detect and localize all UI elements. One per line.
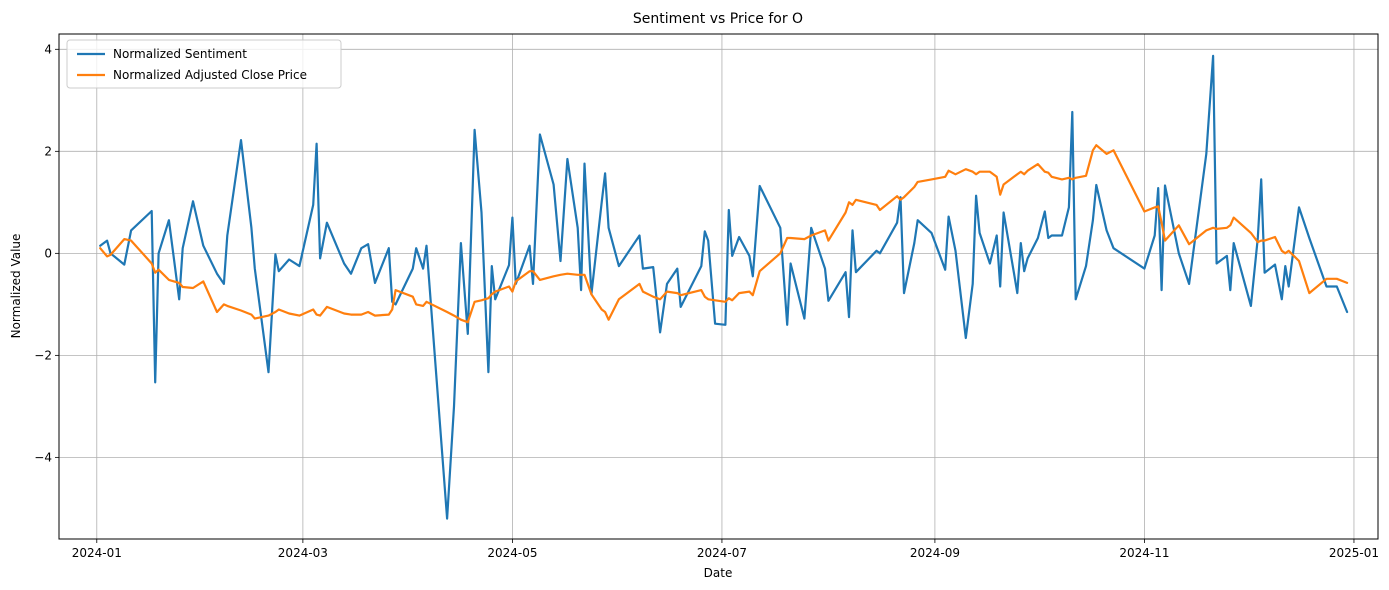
legend-box [66,39,342,89]
y-axis-label: Normalized Value [9,234,23,339]
y-tick-label: −2 [34,348,52,362]
y-tick-label: −4 [34,450,52,464]
x-tick-label: 2024-05 [487,546,537,560]
y-axis: −4 −2 0 2 4 [34,42,59,464]
x-axis: 2024-01 2024-03 2024-05 2024-07 2024-09 2024-… [72,539,1379,560]
legend: Normalized Sentiment Normalized Adjusted … [66,39,342,89]
series-line-sentiment [99,54,1349,520]
x-tick-label: 2024-11 [1119,546,1169,560]
series-line-price [99,144,1349,324]
legend-label: Normalized Sentiment [113,47,247,61]
y-tick-label: 0 [44,246,52,260]
x-tick-label: 2025-01 [1329,546,1379,560]
y-tick-label: 4 [44,42,52,56]
x-tick-label: 2024-03 [278,546,328,560]
chart-title: Sentiment vs Price for O [633,11,803,27]
x-axis-label: Date [704,566,733,580]
x-tick-label: 2024-09 [910,546,960,560]
x-tick-label: 2024-01 [72,546,122,560]
series-layer [99,54,1349,520]
grid [59,34,1378,539]
plot-frame [58,33,1379,540]
x-tick-label: 2024-07 [697,546,747,560]
y-tick-label: 2 [44,144,52,158]
legend-label: Normalized Adjusted Close Price [113,68,307,82]
